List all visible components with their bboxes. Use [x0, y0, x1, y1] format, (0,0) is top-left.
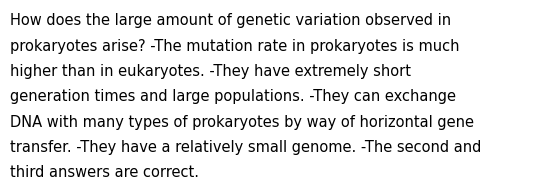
Text: transfer. -They have a relatively small genome. -The second and: transfer. -They have a relatively small … — [10, 140, 482, 155]
Text: How does the large amount of genetic variation observed in: How does the large amount of genetic var… — [10, 13, 451, 28]
Text: third answers are correct.: third answers are correct. — [10, 165, 199, 180]
Text: DNA with many types of prokaryotes by way of horizontal gene: DNA with many types of prokaryotes by wa… — [10, 115, 474, 130]
Text: generation times and large populations. -They can exchange: generation times and large populations. … — [10, 89, 456, 104]
Text: prokaryotes arise? -The mutation rate in prokaryotes is much: prokaryotes arise? -The mutation rate in… — [10, 39, 460, 54]
Text: higher than in eukaryotes. -They have extremely short: higher than in eukaryotes. -They have ex… — [10, 64, 411, 79]
